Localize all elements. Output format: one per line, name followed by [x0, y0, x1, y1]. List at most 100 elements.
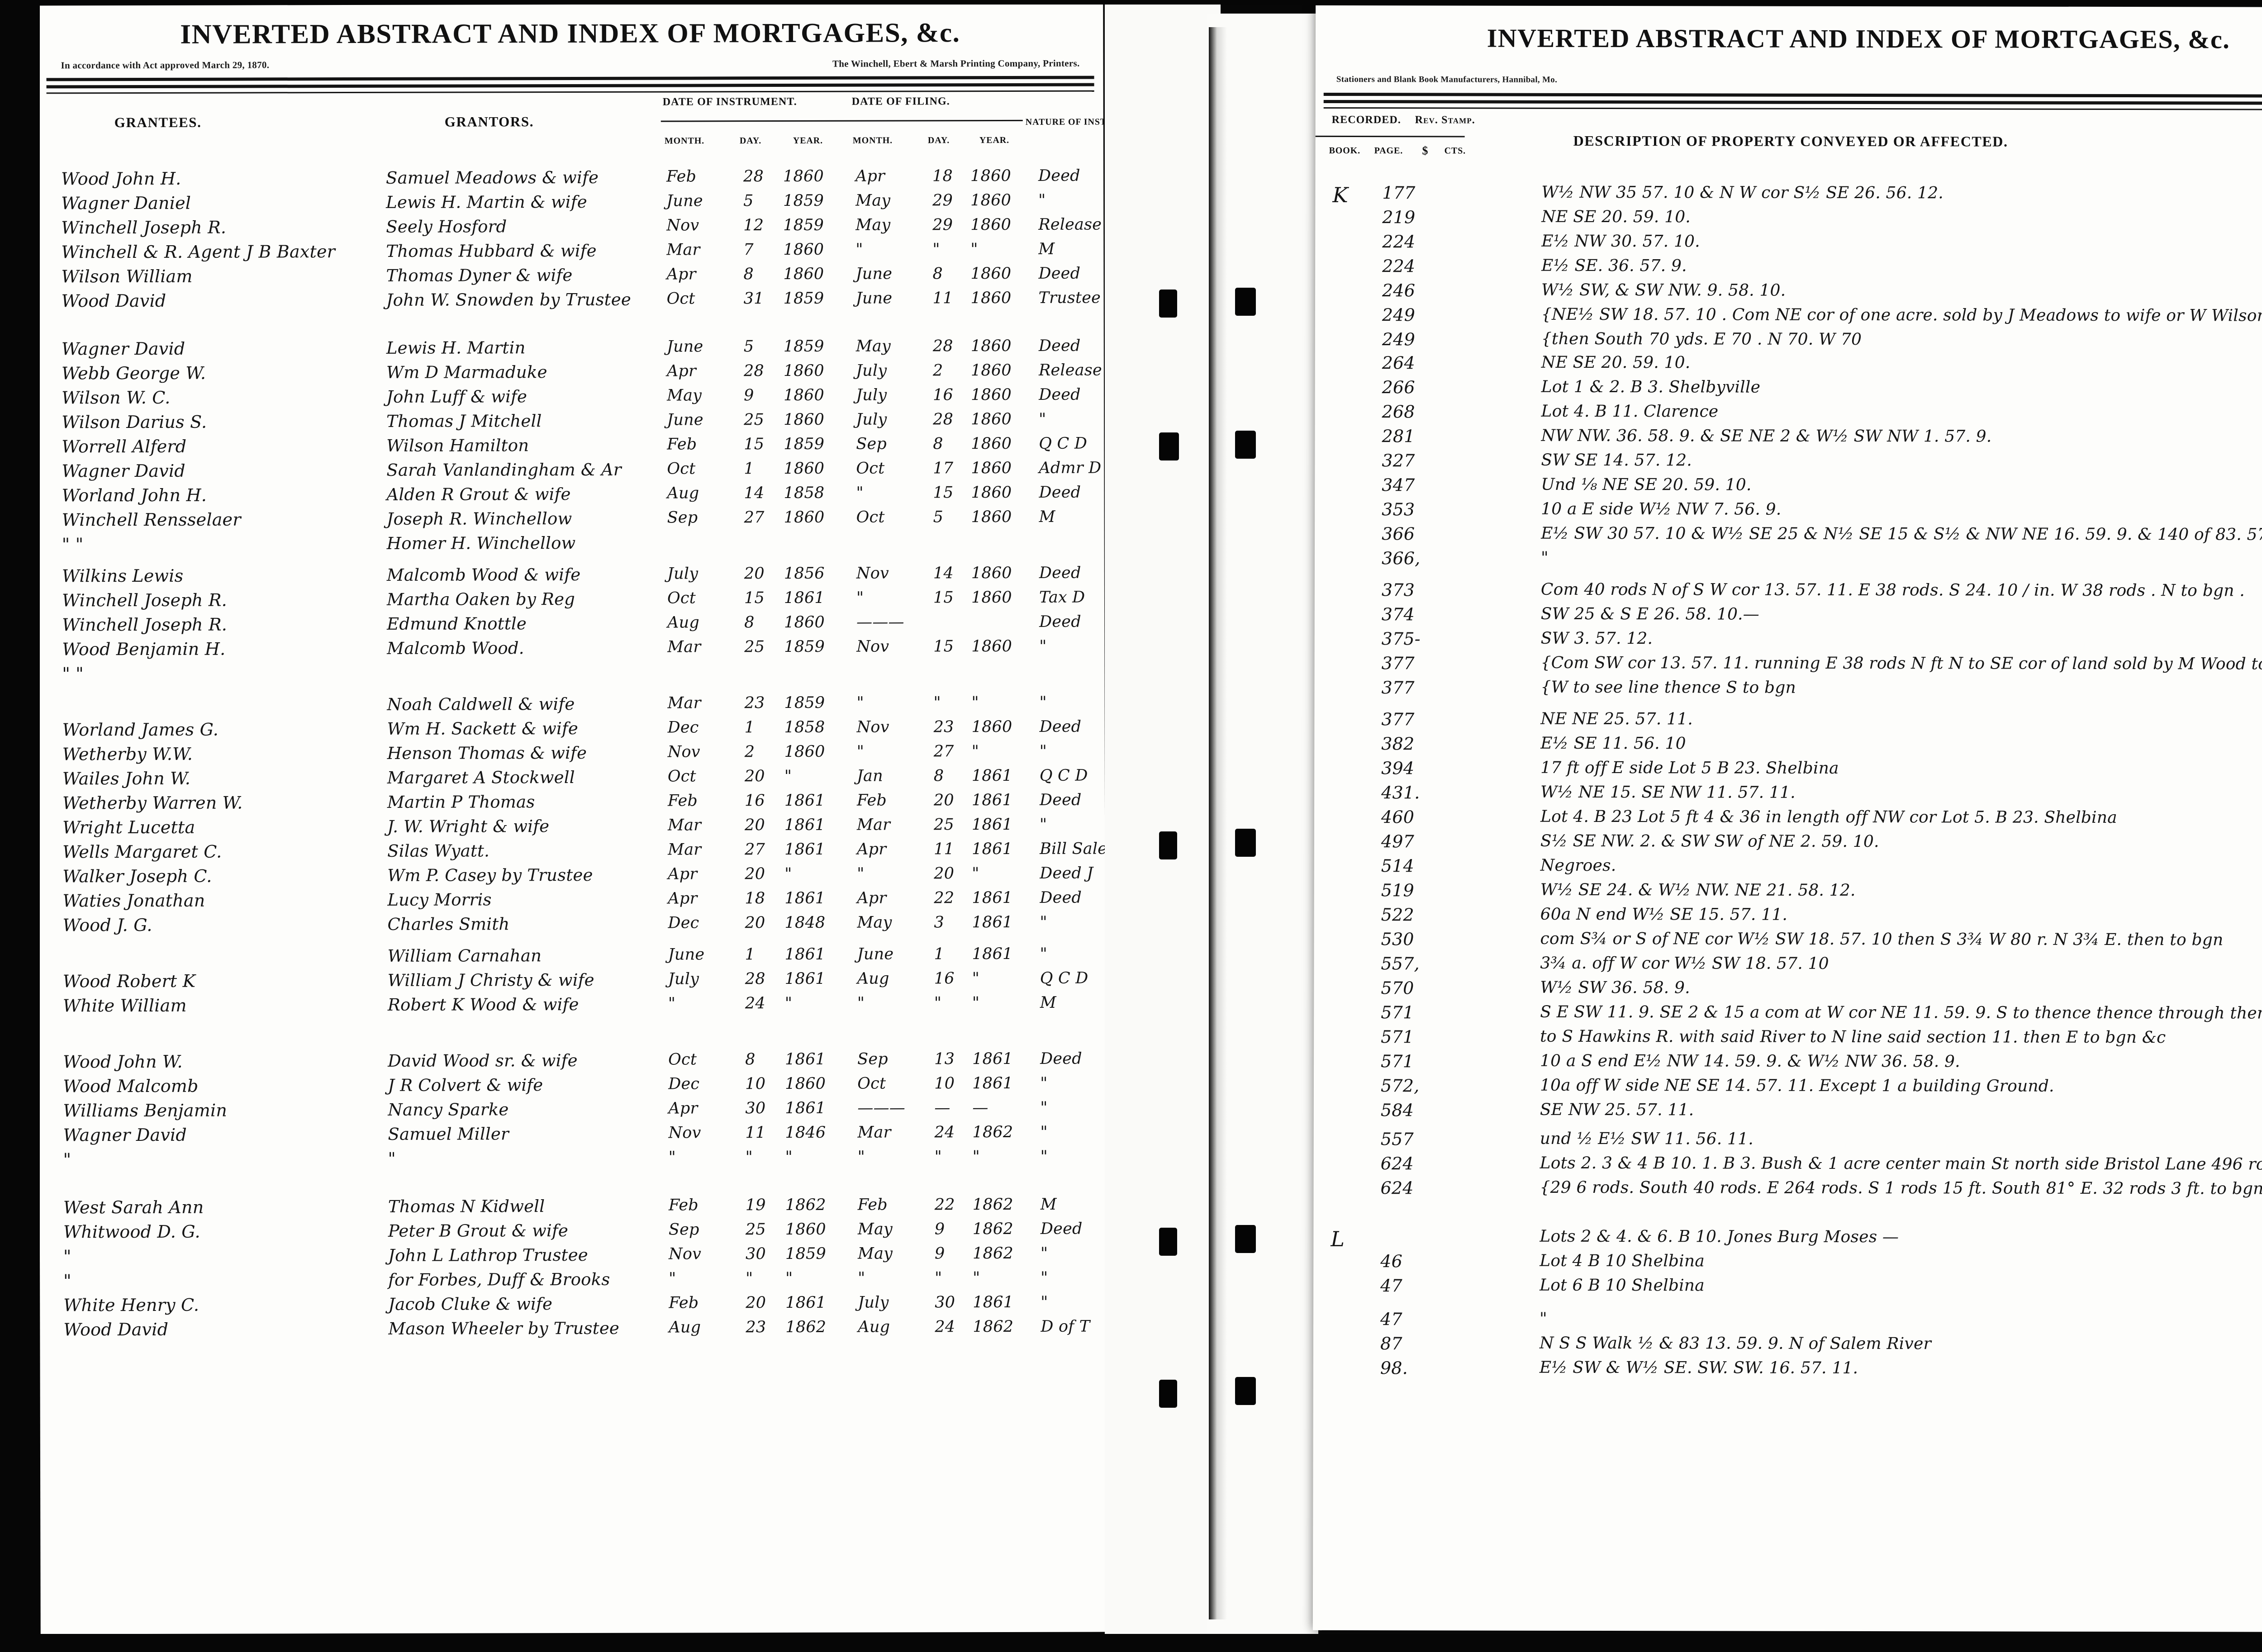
cell-instrument-month: Feb — [669, 1294, 699, 1312]
cell-nature-of-instrument: " — [1040, 913, 1047, 931]
binder-hole — [1159, 1228, 1177, 1256]
cell-instrument-day: 16 — [744, 792, 765, 810]
left-imprint-row: In accordance with Act approved March 29… — [37, 58, 1103, 78]
table-row: 377 {Com SW cor 13. 57. 11. running E 38 … — [1315, 653, 2262, 679]
cell-grantee: Wetherby W.W. — [62, 744, 193, 764]
cell-instrument-month: Feb — [667, 792, 698, 810]
cell-filing-month: Jan — [856, 767, 883, 785]
cell-filing-day: " — [935, 1269, 942, 1287]
cell-nature-of-instrument: Deed J — [1040, 864, 1093, 883]
cell-nature-of-instrument: Deed — [1039, 564, 1081, 582]
cell-instrument-day: 20 — [746, 1294, 766, 1312]
cell-filing-year: 1860 — [970, 215, 1012, 234]
table-row: Wilkins Lewis Malcomb Wood & wife July 20 18… — [38, 564, 1104, 591]
table-row: Wood Robert K William J Christy & wife Jul… — [39, 969, 1105, 996]
cell-description: SW 3. 57. 12. — [1540, 629, 1653, 648]
table-row: 394 17 ft off E side Lot 5 B 23. Shelbina — [1314, 758, 2262, 784]
table-row: 377 {W to see line thence S to bgn — [1314, 678, 2262, 704]
cell-grantor: Mason Wheeler by Trustee — [388, 1318, 620, 1339]
table-row: 570 W½ SW 36. 58. 9. — [1314, 978, 2262, 1004]
cell-instrument-year: 1860 — [783, 386, 824, 405]
scan-edge — [0, 0, 2262, 5]
cell-instrument-month: June — [666, 337, 703, 356]
cell-instrument-month: Apr — [668, 865, 698, 883]
cell-page: 377 — [1381, 653, 1415, 674]
cell-instrument-month: Dec — [668, 1075, 700, 1093]
cell-grantee: White Henry C. — [63, 1295, 200, 1315]
cell-grantee: Whitwood D. G. — [63, 1221, 200, 1242]
cell-nature-of-instrument: Trustee D — [1038, 289, 1107, 307]
cell-nature-of-instrument: Deed — [1039, 612, 1081, 631]
cell-filing-month: July — [855, 361, 887, 380]
cell-page: 268 — [1382, 402, 1415, 422]
table-row: 519 W½ SE 24. & W½ NW. NE 21. 58. 12. — [1314, 880, 2262, 907]
cell-filing-month: July — [856, 410, 887, 429]
cell-nature-of-instrument: Deed — [1038, 337, 1081, 355]
cell-page: 47 — [1380, 1309, 1402, 1329]
cell-nature-of-instrument: Q C D — [1039, 766, 1088, 785]
cell-page: 347 — [1382, 475, 1415, 495]
cell-page: 47 — [1380, 1276, 1403, 1296]
cell-instrument-day: 8 — [745, 1050, 756, 1069]
cell-filing-day: — — [934, 1099, 950, 1117]
cell-filing-day: 15 — [933, 637, 954, 656]
cell-instrument-year: 1860 — [785, 1074, 826, 1093]
cell-grantor: Wm P. Casey by Trustee — [387, 865, 593, 885]
cell-filing-year: 1860 — [971, 410, 1012, 429]
cell-nature-of-instrument: Deed — [1040, 888, 1082, 907]
cell-instrument-month: Aug — [667, 613, 699, 632]
cell-filing-day: 14 — [933, 564, 954, 583]
cell-filing-day: " — [933, 693, 941, 712]
cell-instrument-year: 1861 — [784, 889, 826, 908]
cell-description: Lot 4 B 10 Shelbina — [1540, 1251, 1705, 1271]
table-row: 46 Lot 4 B 10 Shelbina — [1313, 1251, 2262, 1277]
column-header-book: BOOK. — [1329, 145, 1361, 156]
cell-description: NW NW. 36. 58. 9. & SE NE 2 & W½ SW NW 1… — [1541, 426, 1992, 446]
cell-description: S½ SE NW. 2. & SW SW of NE 2. 59. 10. — [1540, 831, 1879, 851]
table-row: Wagner David Sarah Vanlandingham & Ar Oct 1… — [38, 459, 1104, 486]
table-row: " John L Lathrop Trustee Nov 30 1859 May 9 1862… — [40, 1244, 1106, 1271]
cell-instrument-day: 20 — [744, 816, 765, 835]
cell-grantee: Wetherby Warren W. — [62, 793, 243, 813]
cell-instrument-month: Dec — [667, 718, 699, 737]
cell-filing-month: May — [855, 216, 891, 234]
cell-filing-year: 1860 — [971, 717, 1012, 736]
column-header-description: DESCRIPTION OF PROPERTY CONVEYED OR AFFE… — [1573, 132, 2008, 150]
cell-grantor: Samuel Miller — [388, 1124, 509, 1144]
cell-filing-day: 8 — [933, 435, 943, 453]
table-row: White Henry C. Jacob Cluke & wife Feb 20 186… — [40, 1293, 1106, 1320]
table-row: 572, 10a off W side NE SE 14. 57. 11. Exc… — [1314, 1076, 2262, 1102]
cell-instrument-month: June — [666, 192, 703, 210]
table-row: Wilson W. C. John Luff & wife May 9 1860 July… — [38, 386, 1104, 413]
table-row: Wood John W. David Wood sr. & wife Oct 8 186… — [39, 1050, 1105, 1077]
cell-filing-year: 1861 — [971, 791, 1012, 810]
cell-filing-year: " — [972, 994, 980, 1012]
cell-filing-month: Oct — [856, 459, 885, 478]
cell-instrument-year: 1859 — [784, 693, 825, 712]
cell-description: Lots 2 & 4. & 6. B 10. Jones Burg Moses … — [1540, 1227, 1899, 1247]
cell-description: {Com SW cor 13. 57. 11. running E 38 rod… — [1540, 653, 2262, 674]
cell-filing-year: " — [972, 969, 980, 988]
binder-hole — [1159, 1380, 1177, 1408]
table-row: 530 com S¾ or S of NE cor W½ SW 18. 57. 1… — [1314, 929, 2262, 955]
table-row: Wagner David Lewis H. Martin June 5 1859 May 2… — [38, 337, 1104, 364]
cell-instrument-month: Aug — [667, 484, 699, 503]
cell-instrument-year: 1861 — [785, 1050, 826, 1069]
cell-page: 224 — [1382, 232, 1416, 252]
table-row: 264 NE SE 20. 59. 10. — [1315, 353, 2262, 379]
column-header-cents: CTS. — [1444, 146, 1466, 156]
cell-description: W½ SW, & SW NW. 9. 58. 10. — [1541, 280, 1786, 300]
table-row: 224 E½ NW 30. 57. 10. — [1315, 232, 2262, 258]
cell-instrument-month: Apr — [668, 1099, 698, 1118]
cell-page: 624 — [1380, 1154, 1414, 1174]
table-row: Wagner David Samuel Miller Nov 11 1846 Mar 24 1… — [39, 1123, 1105, 1150]
cell-book: L — [1331, 1226, 1345, 1252]
table-row: 87 N S S Walk ½ & 83 13. 59. 9. N of Sale… — [1313, 1334, 2262, 1360]
table-row: Webb George W. Wm D Marmaduke Apr 28 1860 Jul… — [38, 361, 1104, 388]
table-row: 460 Lot 4. B 23 Lot 5 ft 4 & 36 in length… — [1314, 807, 2262, 833]
cell-filing-year: 1861 — [971, 815, 1012, 834]
cell-grantor: Robert K Wood & wife — [387, 994, 579, 1015]
cell-page: 366, — [1381, 548, 1421, 569]
cell-page: 281 — [1382, 426, 1415, 446]
